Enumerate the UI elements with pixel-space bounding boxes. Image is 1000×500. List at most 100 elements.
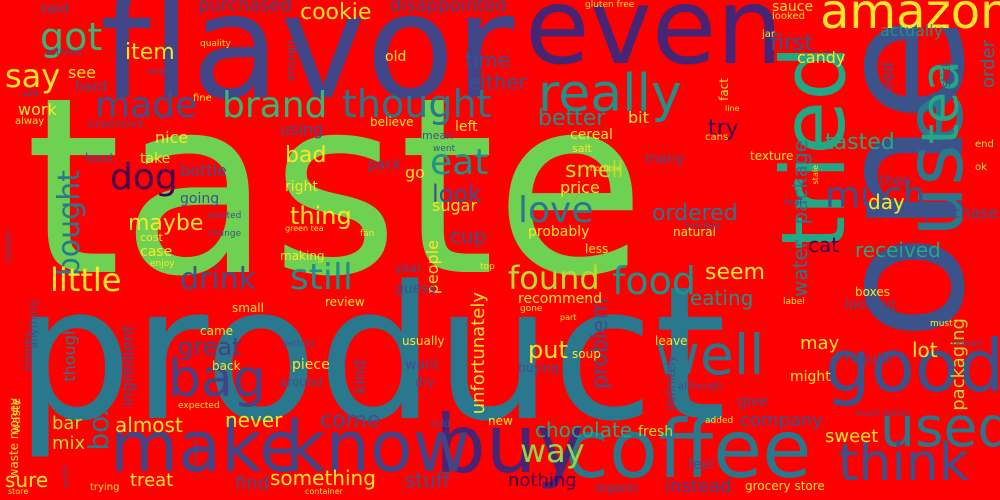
word-tasted: tasted [825, 130, 895, 155]
word-maybe: maybe [128, 211, 204, 236]
word-enjoy: enjoy [150, 259, 175, 269]
word-find: find [235, 473, 270, 494]
word-added: added [705, 416, 734, 426]
word-mix: mix [52, 433, 86, 454]
word-price: price [560, 178, 600, 197]
word-put: put [528, 336, 568, 364]
word-many: many [645, 151, 685, 167]
word-something: something [270, 466, 376, 490]
word-disappointed: disappointed [390, 0, 507, 16]
word-take: take [140, 151, 171, 167]
word-went: went [433, 144, 456, 154]
word-usually: usually [402, 334, 445, 348]
word-natural: natural [673, 225, 716, 239]
word-fact: fact [717, 78, 731, 101]
word-eat: eat [430, 142, 489, 183]
word-great: great [178, 333, 242, 361]
word-horrible: horrible [590, 164, 621, 173]
word-time: time [465, 48, 511, 72]
word-problem: problem [588, 298, 613, 390]
word-coffee: coffee [565, 403, 812, 496]
word-try: try [708, 116, 739, 141]
word-ok: ok [975, 162, 987, 173]
word-ordered: ordered [652, 201, 738, 226]
word-quality: quality [200, 39, 231, 49]
word-thing: thing [290, 202, 352, 230]
word-item: item [125, 40, 175, 65]
word-although: although [678, 381, 723, 392]
word-texture: texture [750, 149, 794, 163]
word-fine: fine [193, 93, 212, 104]
word-sold: sold [430, 419, 451, 430]
word-waste-money: waste money [7, 398, 21, 479]
word-end: end [975, 139, 994, 150]
word-looked: looked [772, 11, 805, 22]
word-stale: stale [811, 165, 820, 185]
word-day: day [868, 190, 905, 214]
word-may: may [800, 333, 840, 354]
word-made: made [95, 85, 198, 126]
word-found: found [508, 259, 600, 297]
word-mean: mean [422, 129, 454, 142]
word-contain: contain [4, 230, 14, 264]
word-wanted: wanted [208, 211, 242, 221]
word-company: company [740, 410, 823, 431]
word-used: used [880, 395, 1000, 459]
word-salt: salt [572, 142, 592, 155]
word-gluten-free: gluten free [585, 0, 635, 10]
word-unfortunately: unfortunately [468, 292, 489, 415]
word-stuff: stuff [405, 468, 450, 492]
word-hard: hard [75, 79, 107, 95]
word-kind: kind [350, 360, 369, 395]
word-ingredient: ingredient [118, 325, 137, 407]
word-enough: enough [284, 40, 297, 82]
word-chocolate: chocolate [535, 418, 633, 442]
word-first: first [770, 31, 813, 56]
word-cost: cost [140, 231, 163, 244]
word-least: least [85, 151, 115, 165]
word-way: way [520, 432, 585, 470]
word-bean: bean [148, 67, 171, 77]
word-box: box [82, 400, 115, 451]
word-much-better: much better [855, 409, 911, 419]
word-though: though [60, 325, 79, 382]
word-store: store [8, 487, 29, 496]
word-case: case [140, 244, 173, 260]
word-dry: dry [415, 375, 435, 389]
word-cup: cup [450, 224, 487, 248]
word-want: want [405, 357, 440, 373]
word-without: without [45, 47, 83, 58]
word-purchase: purchase [925, 203, 999, 222]
word-almost: almost [115, 413, 183, 437]
word-got: got [40, 15, 103, 59]
word-recommend: recommend [518, 291, 602, 307]
word-come: come [320, 408, 381, 433]
word-right: right [285, 179, 318, 195]
word-work: work [18, 100, 57, 119]
word-say: say [5, 57, 61, 95]
word-seem: seem [705, 260, 765, 285]
word-well: well [655, 323, 765, 387]
word-water: water [788, 240, 812, 297]
word-jar: jar [762, 29, 776, 40]
word-leave: leave [655, 334, 688, 348]
word-part: part [560, 313, 577, 322]
word-soup: soup [572, 347, 601, 361]
word-getting: getting [282, 339, 315, 349]
word-sauce: sauce [772, 0, 814, 15]
word-terrible: terrible [685, 221, 722, 232]
word-organic: organic [595, 481, 640, 495]
word-looking: looking [845, 297, 896, 313]
word-green-tea: green tea [285, 224, 324, 233]
word-order: order [978, 40, 999, 88]
word-dog: dog [110, 157, 178, 198]
word-still: still [290, 257, 353, 298]
word-eating: eating [690, 286, 754, 310]
word-flavor: flavor [100, 0, 515, 132]
word-real: real [783, 197, 802, 208]
word-purchased: purchased [198, 0, 293, 16]
word-lot: lot [912, 338, 938, 362]
word-product: product [15, 246, 727, 462]
word-gone: gone [520, 304, 543, 314]
word-piece: piece [292, 357, 330, 373]
